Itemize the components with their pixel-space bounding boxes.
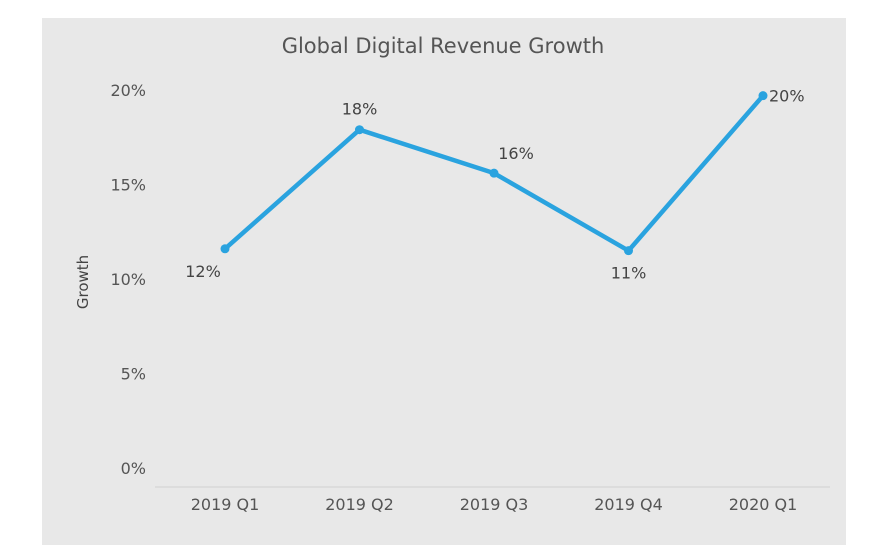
data-point <box>220 244 230 254</box>
y-tick-label: 20% <box>110 81 146 100</box>
data-point <box>489 168 499 178</box>
x-tick-label: 2019 Q4 <box>594 495 663 514</box>
data-point <box>624 246 633 256</box>
y-tick-label: 10% <box>110 270 146 289</box>
data-point <box>355 125 364 135</box>
data-label: 18% <box>342 100 378 119</box>
y-axis-ticks: 0% 5% 10% 15% 20% <box>110 81 146 478</box>
data-label: 11% <box>611 264 647 283</box>
data-label: 12% <box>185 262 221 281</box>
data-label: 16% <box>498 144 534 163</box>
chart-title: Global Digital Revenue Growth <box>282 34 605 58</box>
x-tick-label: 2020 Q1 <box>729 495 798 514</box>
x-axis-ticks: 2019 Q1 2019 Q2 2019 Q3 2019 Q4 2020 Q1 <box>191 495 798 514</box>
data-point <box>758 91 768 101</box>
y-tick-label: 5% <box>121 365 146 384</box>
data-labels: 12% 18% 16% 11% 20% <box>185 87 804 283</box>
x-tick-label: 2019 Q1 <box>191 495 260 514</box>
x-tick-label: 2019 Q3 <box>460 495 529 514</box>
chart-background <box>42 18 846 545</box>
y-tick-label: 0% <box>121 459 146 478</box>
data-label: 20% <box>769 87 805 106</box>
x-tick-label: 2019 Q2 <box>325 495 394 514</box>
y-axis-title: Growth <box>74 255 92 309</box>
y-tick-label: 15% <box>110 176 146 195</box>
data-points <box>220 91 768 256</box>
